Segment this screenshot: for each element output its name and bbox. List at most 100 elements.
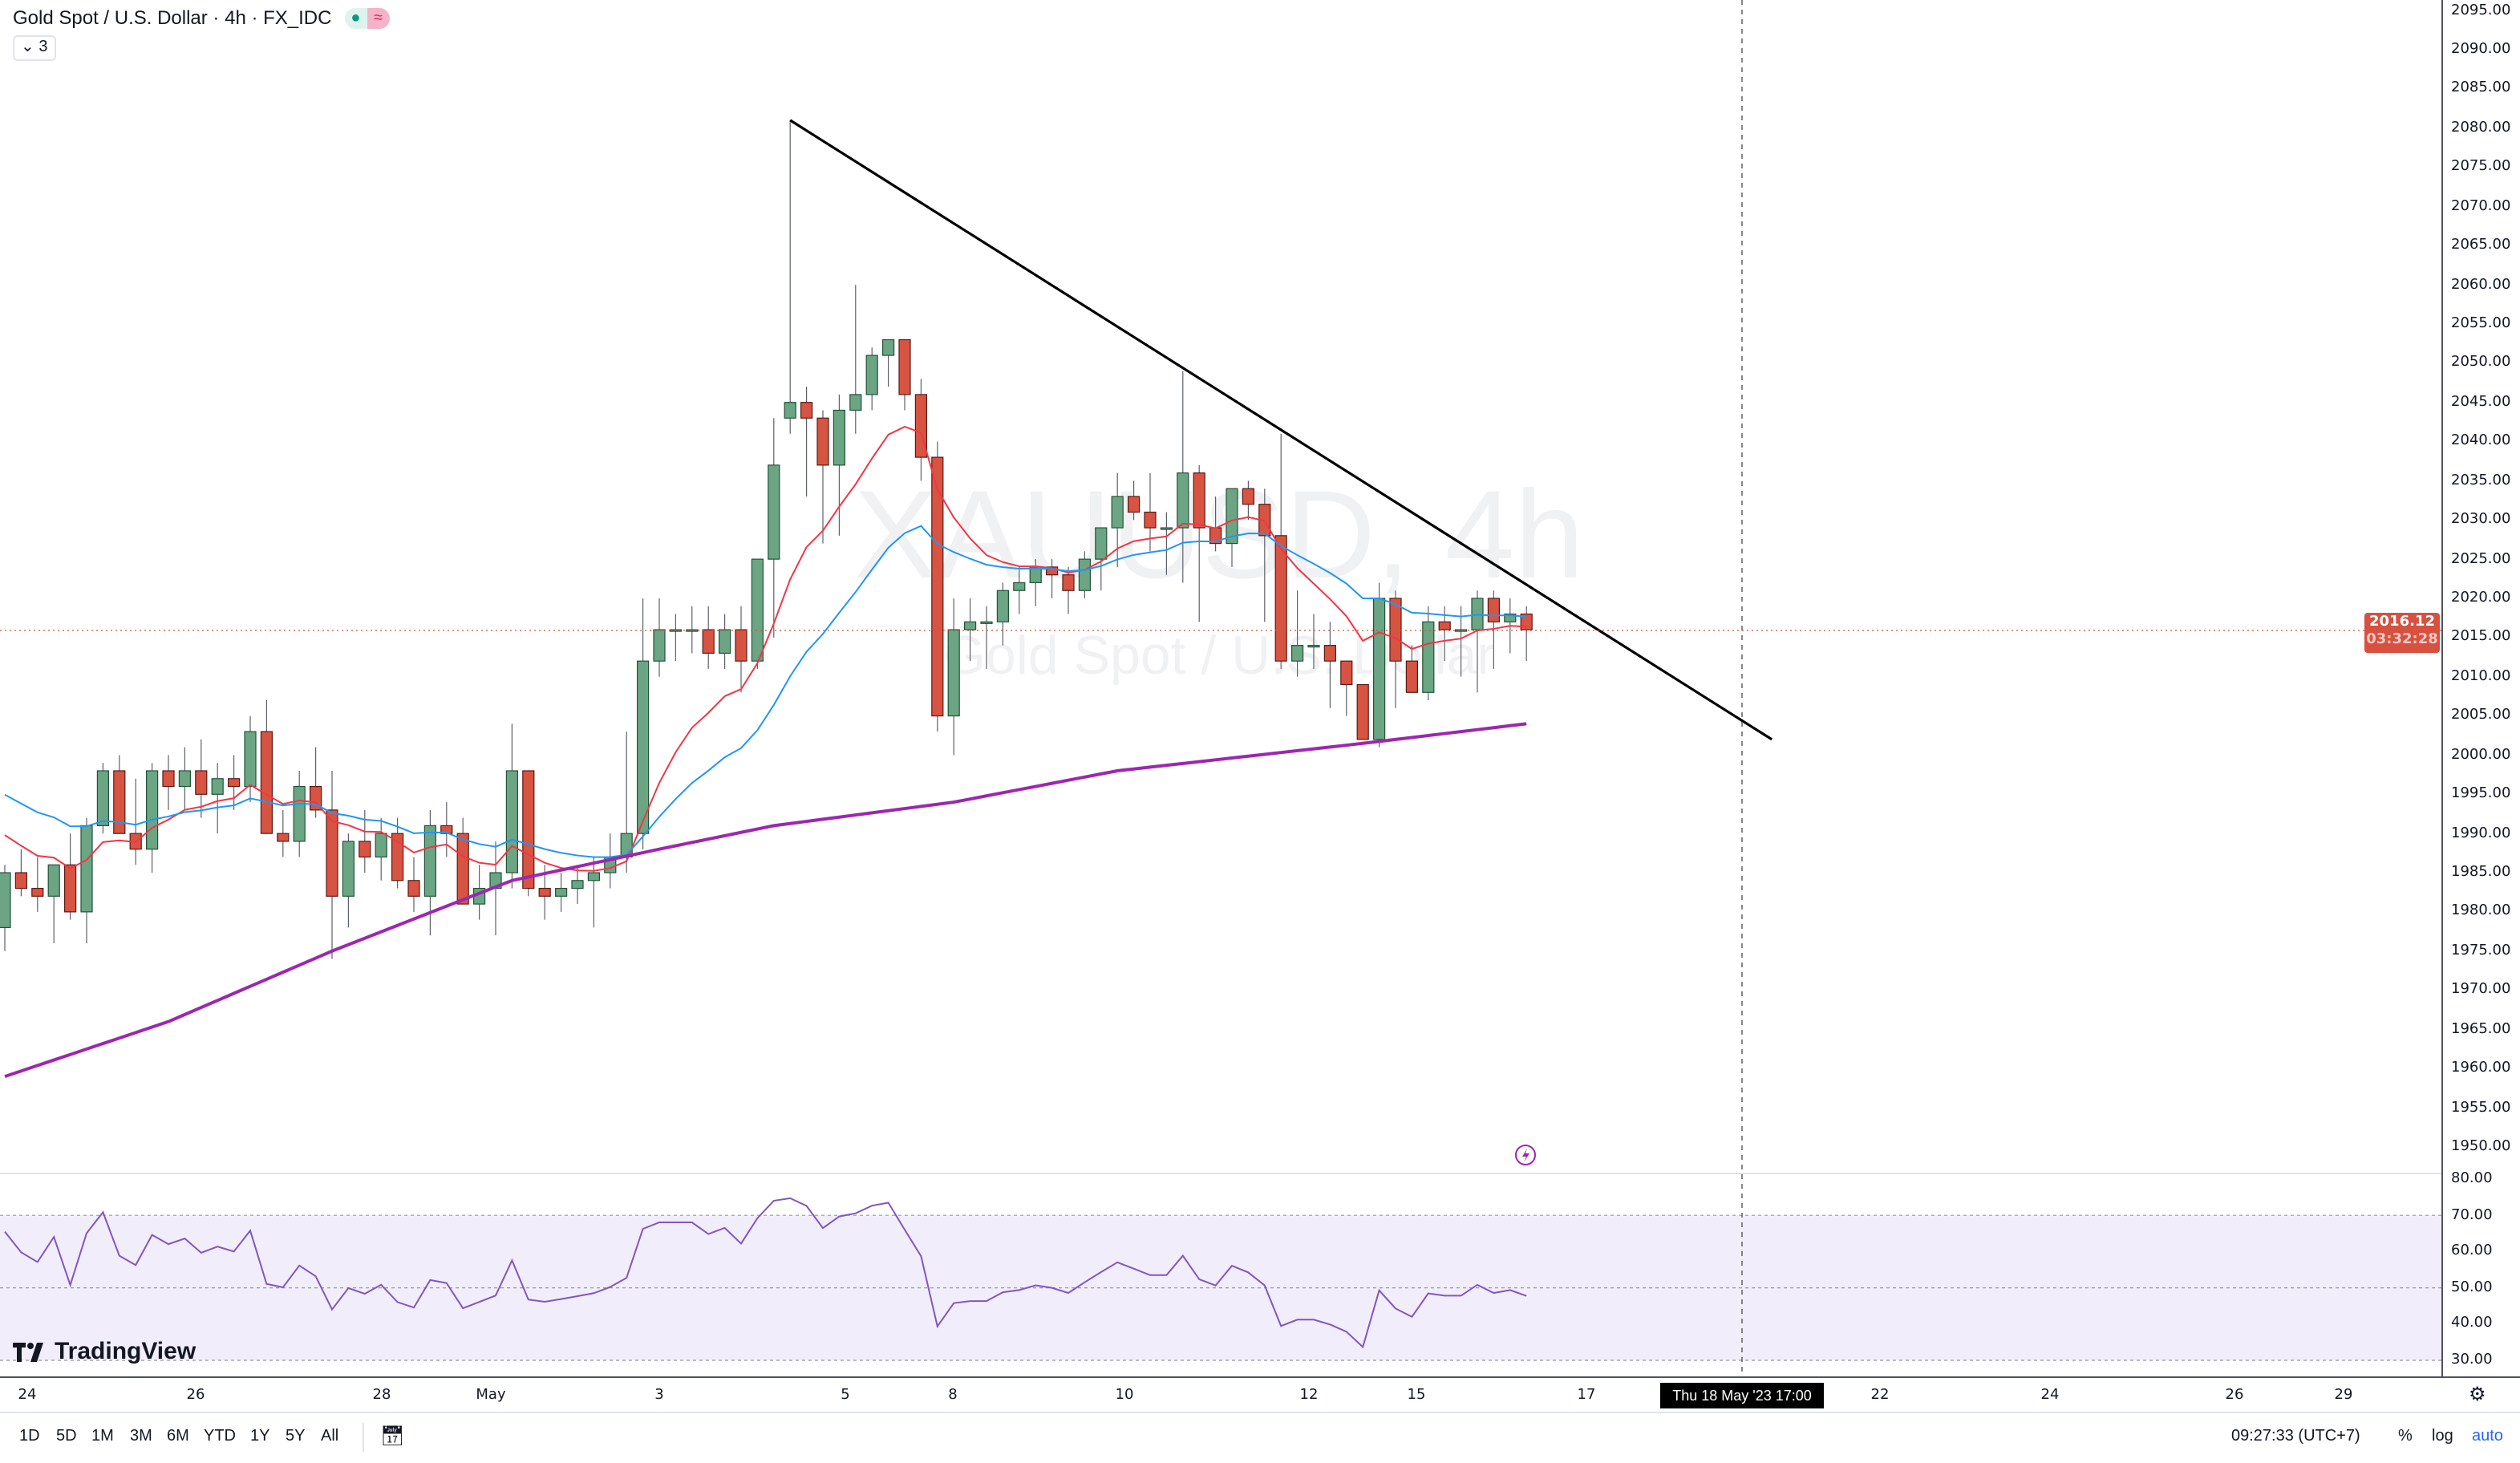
candle-up bbox=[833, 409, 846, 466]
candle-down bbox=[702, 629, 715, 654]
crosshair-time-label: Thu 18 May '23 17:00 bbox=[1660, 1383, 1824, 1408]
indicator-lines bbox=[4, 119, 1773, 1078]
price-axis-label: 2020.00 bbox=[2451, 590, 2511, 606]
price-axis-label: 2060.00 bbox=[2451, 277, 2511, 294]
lightning-icon[interactable] bbox=[1515, 1145, 1536, 1165]
range-button-6m[interactable]: 6M bbox=[167, 1428, 189, 1445]
rsi-line bbox=[4, 1197, 1527, 1349]
price-axis-label: 2070.00 bbox=[2451, 198, 2511, 215]
settings-gear-icon[interactable]: ⚙ bbox=[2469, 1383, 2486, 1405]
toolbar-divider bbox=[363, 1423, 364, 1452]
candle-up bbox=[1226, 488, 1238, 545]
price-axis-label: 1960.00 bbox=[2451, 1060, 2511, 1077]
candle-up bbox=[1013, 582, 1026, 591]
price-pane[interactable]: XAUUSD, 4h Gold Spot / U.S. Dollar bbox=[0, 0, 2441, 1173]
candle-up bbox=[1078, 558, 1092, 591]
price-axis-label: 2025.00 bbox=[2451, 551, 2511, 568]
indicators-collapse-button[interactable]: ⌄ 3 bbox=[13, 35, 56, 61]
candle-up bbox=[751, 558, 764, 662]
candle-up bbox=[947, 629, 960, 717]
clock-timezone[interactable]: 09:27:33 (UTC+7) bbox=[2231, 1428, 2360, 1445]
candle-down bbox=[1487, 598, 1501, 622]
candle-down bbox=[195, 770, 208, 795]
candle-down bbox=[31, 887, 44, 897]
time-axis-label: 24 bbox=[2040, 1388, 2060, 1404]
auto-scale-button[interactable]: auto bbox=[2472, 1428, 2503, 1445]
time-axis[interactable]: ⚙ 24 26 28 May 3 5 8 10 12 15 17 22 24 26 29 bbox=[0, 1376, 2520, 1413]
rsi-axis-label: 50.00 bbox=[2451, 1279, 2493, 1296]
rsi-pane[interactable] bbox=[0, 1174, 2441, 1376]
candle-up bbox=[146, 770, 159, 850]
candle-down bbox=[391, 833, 404, 881]
watermark-description: Gold Spot / U.S. Dollar bbox=[943, 625, 1495, 686]
range-button-5y[interactable]: 5Y bbox=[286, 1428, 306, 1445]
logo-text: TradingView bbox=[55, 1338, 196, 1365]
price-axis-label: 2040.00 bbox=[2451, 433, 2511, 450]
candle-up bbox=[80, 825, 93, 913]
price-axis-label: 1955.00 bbox=[2451, 1100, 2511, 1116]
range-button-all[interactable]: All bbox=[321, 1428, 339, 1445]
range-button-3m[interactable]: 3M bbox=[130, 1428, 152, 1445]
price-axis-label: 1995.00 bbox=[2451, 786, 2511, 803]
trendline-drawing[interactable] bbox=[789, 119, 1773, 741]
price-axis-label: 2075.00 bbox=[2451, 159, 2511, 176]
price-axis-label: 2010.00 bbox=[2451, 668, 2511, 685]
candle-down bbox=[113, 770, 126, 834]
candle-down bbox=[735, 629, 747, 662]
time-axis-label: 8 bbox=[948, 1388, 958, 1404]
candle-down bbox=[1127, 496, 1140, 513]
candle-down bbox=[1389, 598, 1402, 662]
candle-down bbox=[1242, 488, 1255, 505]
pane-divider[interactable] bbox=[0, 1173, 2441, 1174]
price-axis-label: 2095.00 bbox=[2451, 2, 2511, 19]
price-axis-label: 2005.00 bbox=[2451, 707, 2511, 724]
market-open-dot-icon: ● bbox=[344, 7, 367, 28]
ma-long-line bbox=[4, 722, 1527, 1078]
candle-down bbox=[440, 825, 453, 834]
percent-scale-button[interactable]: % bbox=[2398, 1428, 2413, 1445]
price-axis[interactable]: 2095.00 2090.00 2085.00 2080.00 2075.00 2070.… bbox=[2441, 0, 2520, 1376]
time-axis-label: 29 bbox=[2334, 1388, 2353, 1404]
candle-up bbox=[1307, 645, 1320, 648]
time-axis-label: 15 bbox=[1407, 1388, 1426, 1404]
time-axis-label: 22 bbox=[1870, 1388, 1890, 1404]
price-axis-label: 1970.00 bbox=[2451, 982, 2511, 999]
range-button-1m[interactable]: 1M bbox=[91, 1428, 114, 1445]
candle-down bbox=[1405, 660, 1419, 693]
price-axis-label: 1975.00 bbox=[2451, 942, 2511, 959]
price-axis-label: 2065.00 bbox=[2451, 237, 2511, 254]
tradingview-logo[interactable]: TradingView bbox=[13, 1338, 196, 1365]
rsi-axis-label: 40.00 bbox=[2451, 1315, 2493, 1332]
candle-up bbox=[96, 770, 110, 826]
candle-down bbox=[1438, 621, 1451, 630]
range-button-ytd[interactable]: YTD bbox=[204, 1428, 236, 1445]
candle-down bbox=[1340, 660, 1353, 686]
time-axis-label: 12 bbox=[1299, 1388, 1319, 1404]
ema-fast-line bbox=[4, 425, 1527, 872]
range-button-5d[interactable]: 5D bbox=[56, 1428, 77, 1445]
price-axis-label: 1990.00 bbox=[2451, 825, 2511, 842]
time-axis-label: 17 bbox=[1577, 1388, 1596, 1404]
range-button-1y[interactable]: 1Y bbox=[250, 1428, 270, 1445]
candle-down bbox=[898, 338, 911, 395]
candle-down bbox=[1144, 511, 1157, 529]
time-axis-label: 26 bbox=[186, 1388, 205, 1404]
range-button-1d[interactable]: 1D bbox=[19, 1428, 40, 1445]
candle-down bbox=[1323, 645, 1337, 662]
rsi-axis-label: 80.00 bbox=[2451, 1171, 2493, 1187]
approx-icon: ≈ bbox=[367, 7, 390, 28]
symbol-legend[interactable]: Gold Spot / U.S. Dollar · 4h · FX_IDC ● … bbox=[13, 6, 390, 29]
candle-up bbox=[1160, 527, 1173, 530]
symbol-title[interactable]: Gold Spot / U.S. Dollar · 4h · FX_IDC bbox=[13, 6, 332, 29]
candle-up bbox=[178, 770, 191, 788]
candle-up bbox=[865, 355, 878, 395]
market-status[interactable]: ● ≈ bbox=[344, 7, 390, 28]
candle-down bbox=[1356, 683, 1369, 740]
candle-up bbox=[554, 887, 568, 897]
candle-down bbox=[1274, 535, 1287, 662]
rsi-axis-label: 60.00 bbox=[2451, 1243, 2493, 1260]
log-scale-button[interactable]: log bbox=[2432, 1428, 2453, 1445]
calendar-goto-date-icon[interactable]: 📅︎ bbox=[380, 1424, 405, 1447]
candle-down bbox=[407, 880, 420, 897]
